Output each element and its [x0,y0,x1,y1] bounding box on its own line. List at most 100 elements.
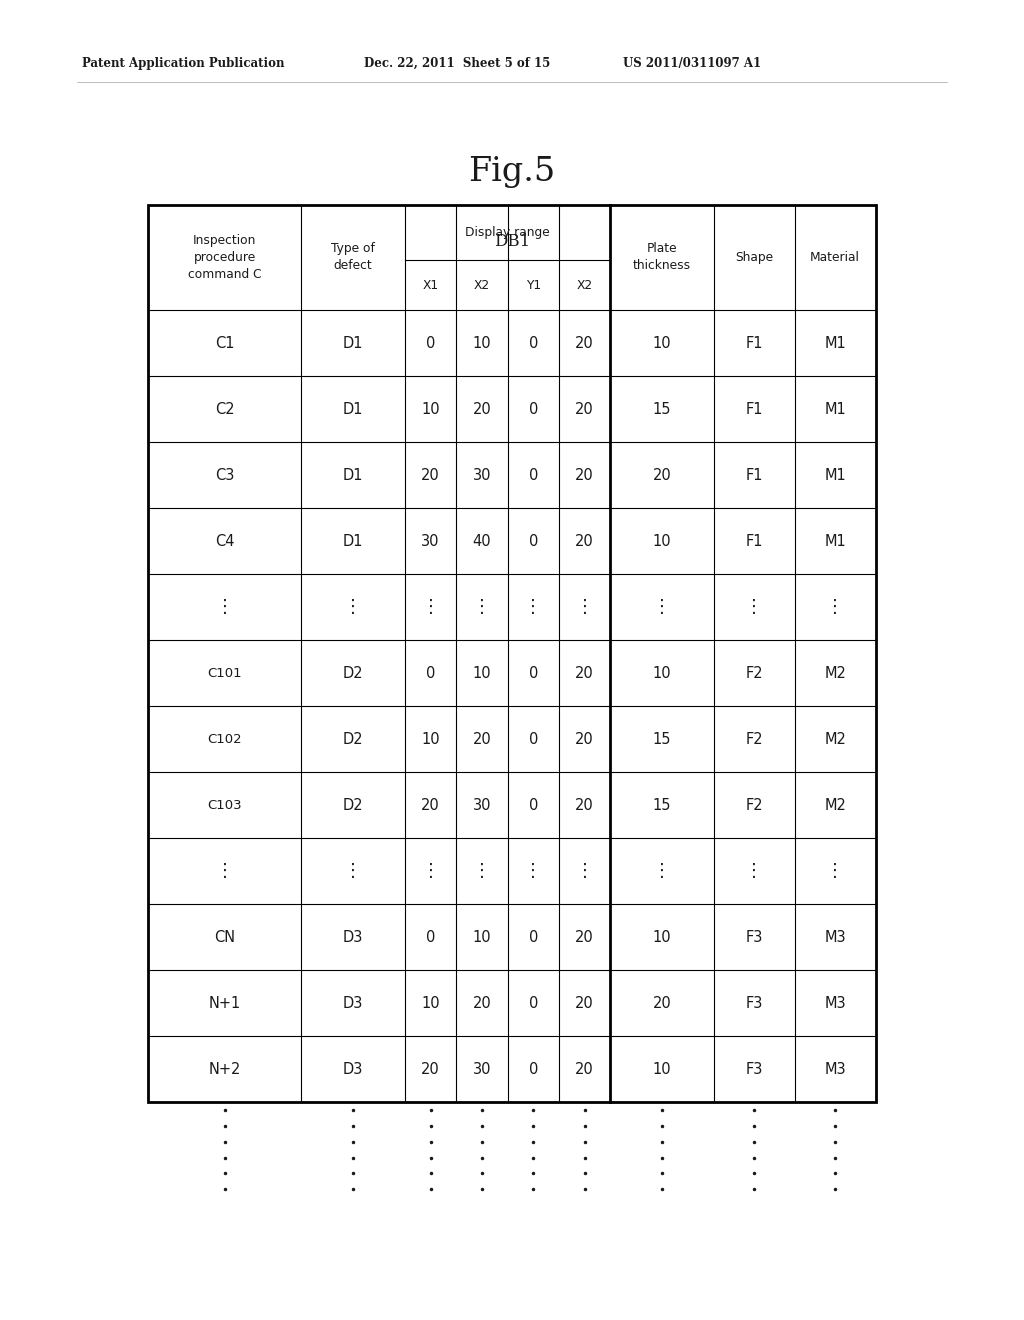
Text: 0: 0 [528,797,538,813]
Text: 0: 0 [426,665,435,681]
Text: ⋮: ⋮ [344,862,362,880]
Text: M1: M1 [824,533,846,549]
Text: 0: 0 [426,929,435,945]
Text: ⋮: ⋮ [653,862,671,880]
Text: 0: 0 [528,1061,538,1077]
Text: 0: 0 [528,335,538,351]
Text: ⋮: ⋮ [216,598,233,616]
Text: Patent Application Publication: Patent Application Publication [82,57,285,70]
Text: 30: 30 [473,797,492,813]
Text: C4: C4 [215,533,234,549]
Text: ⋮: ⋮ [344,598,362,616]
Text: F3: F3 [745,1061,763,1077]
Text: 20: 20 [421,467,440,483]
Text: Display range: Display range [465,226,550,239]
Text: 20: 20 [421,1061,440,1077]
Text: 10: 10 [652,335,672,351]
Text: C3: C3 [215,467,234,483]
Text: X1: X1 [423,279,438,292]
Text: D2: D2 [343,665,364,681]
Text: 0: 0 [528,665,538,681]
Text: ⋮: ⋮ [575,598,594,616]
Text: 30: 30 [421,533,440,549]
Text: 10: 10 [421,995,440,1011]
Text: ⋮: ⋮ [745,862,763,880]
Text: ⋮: ⋮ [653,598,671,616]
Text: N+1: N+1 [209,995,241,1011]
Text: ⋮: ⋮ [524,862,543,880]
Text: US 2011/0311097 A1: US 2011/0311097 A1 [623,57,761,70]
Text: F1: F1 [745,533,763,549]
Text: 10: 10 [473,335,492,351]
Text: 10: 10 [652,929,672,945]
Text: 20: 20 [575,401,594,417]
Text: M1: M1 [824,467,846,483]
Text: F2: F2 [745,731,763,747]
Text: 30: 30 [473,1061,492,1077]
Text: 20: 20 [652,467,672,483]
Text: C1: C1 [215,335,234,351]
Text: F1: F1 [745,467,763,483]
Text: 0: 0 [528,731,538,747]
Text: D2: D2 [343,797,364,813]
Text: C2: C2 [215,401,234,417]
Text: ⋮: ⋮ [422,862,439,880]
Text: D3: D3 [343,995,364,1011]
Text: F1: F1 [745,335,763,351]
Text: 20: 20 [575,1061,594,1077]
Text: 10: 10 [421,401,440,417]
Text: ⋮: ⋮ [524,598,543,616]
Text: D1: D1 [343,401,364,417]
Text: X2: X2 [577,279,593,292]
Text: C101: C101 [208,667,243,680]
Text: 20: 20 [472,401,492,417]
Text: 10: 10 [473,929,492,945]
Text: 0: 0 [528,929,538,945]
Text: M2: M2 [824,797,846,813]
Text: 20: 20 [575,731,594,747]
Text: D2: D2 [343,731,364,747]
Text: 20: 20 [575,929,594,945]
Text: 20: 20 [575,797,594,813]
Text: M3: M3 [824,995,846,1011]
Text: 20: 20 [575,533,594,549]
Text: M1: M1 [824,401,846,417]
Text: Material: Material [810,251,860,264]
Text: C102: C102 [208,733,243,746]
Text: D1: D1 [343,533,364,549]
Text: ⋮: ⋮ [826,862,844,880]
Text: 0: 0 [528,467,538,483]
Text: 20: 20 [421,797,440,813]
Text: Plate
thickness: Plate thickness [633,243,691,272]
Text: D3: D3 [343,929,364,945]
Text: X2: X2 [474,279,489,292]
Text: Y1: Y1 [525,279,541,292]
Text: ⋮: ⋮ [826,598,844,616]
Bar [148,205,876,1102]
Text: CN: CN [214,929,236,945]
Text: F1: F1 [745,401,763,417]
Text: F2: F2 [745,665,763,681]
Text: F3: F3 [745,995,763,1011]
Text: Shape: Shape [735,251,773,264]
Text: 20: 20 [575,995,594,1011]
Text: M2: M2 [824,665,846,681]
Text: Fig.5: Fig.5 [468,156,556,187]
Text: 0: 0 [426,335,435,351]
Text: ⋮: ⋮ [473,598,490,616]
Text: ⋮: ⋮ [422,598,439,616]
Text: C103: C103 [208,799,243,812]
Text: F3: F3 [745,929,763,945]
Text: 15: 15 [652,401,671,417]
Text: 20: 20 [652,995,672,1011]
Text: ⋮: ⋮ [745,598,763,616]
Text: ⋮: ⋮ [216,862,233,880]
Text: 20: 20 [575,467,594,483]
Text: 10: 10 [652,533,672,549]
Text: 20: 20 [575,665,594,681]
Text: DB1: DB1 [494,234,530,249]
Text: Dec. 22, 2011  Sheet 5 of 15: Dec. 22, 2011 Sheet 5 of 15 [364,57,550,70]
Text: D1: D1 [343,335,364,351]
Text: F2: F2 [745,797,763,813]
Text: Inspection
procedure
command C: Inspection procedure command C [188,234,262,281]
